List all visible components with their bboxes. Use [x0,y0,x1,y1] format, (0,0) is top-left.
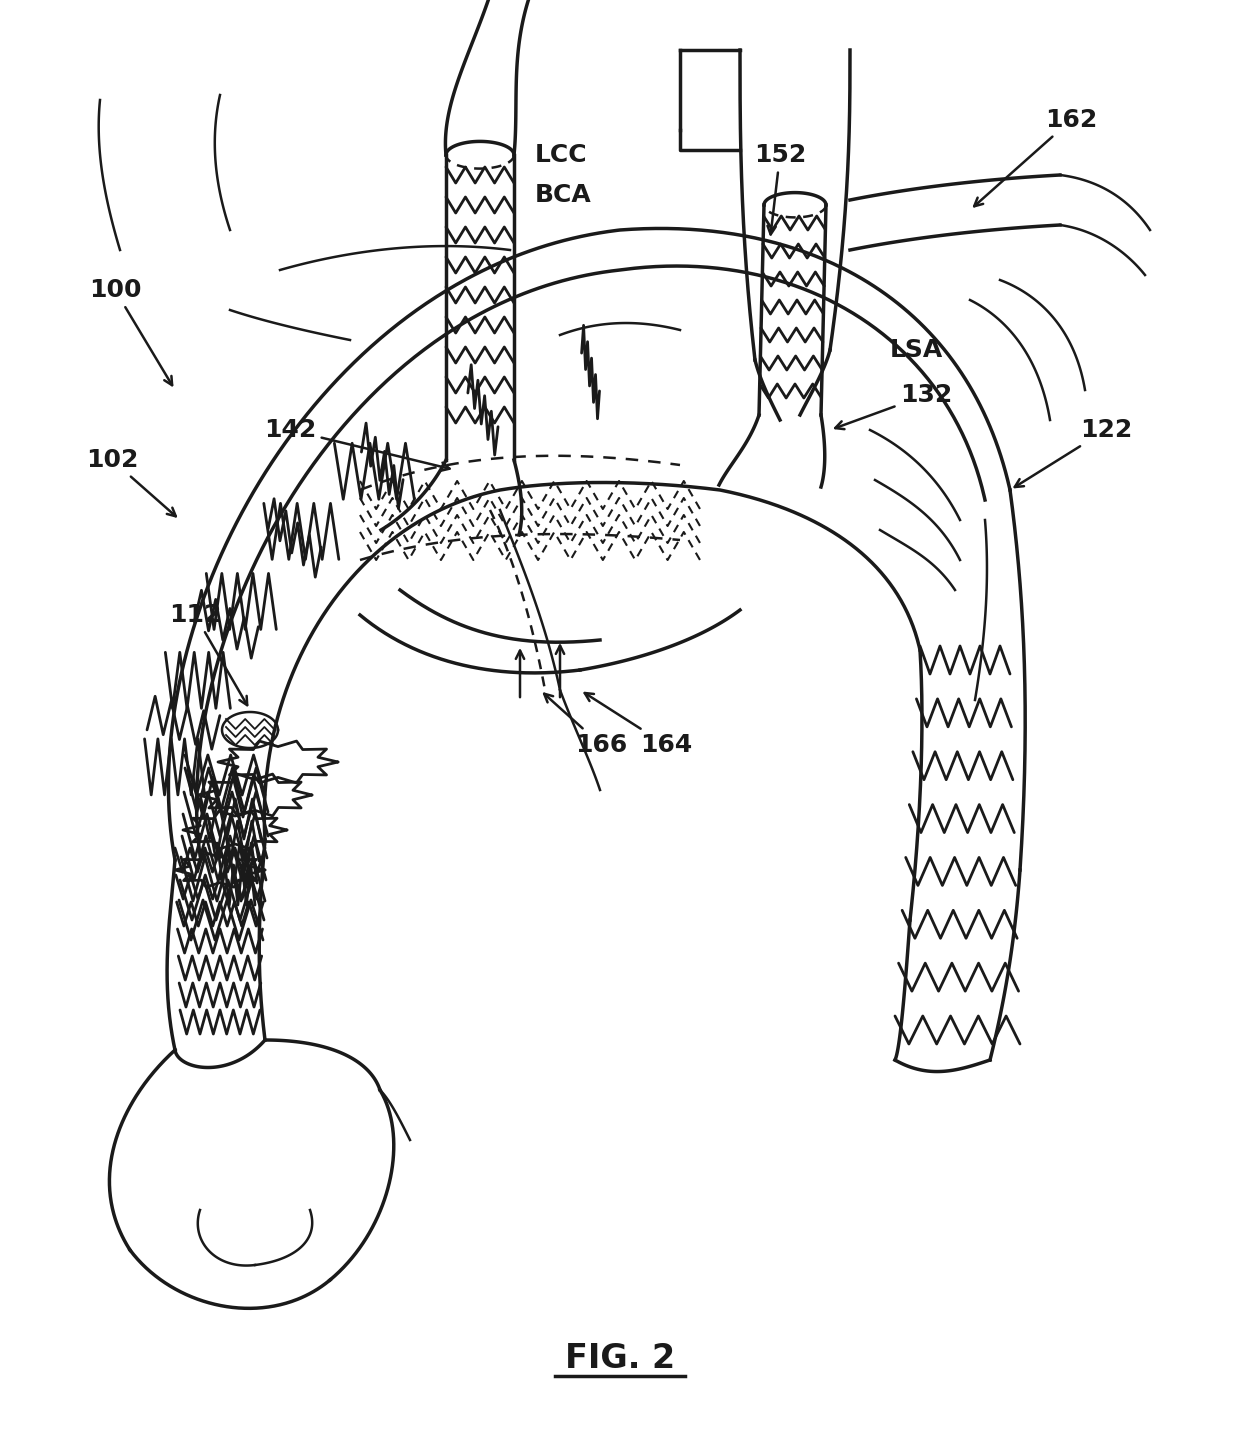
Text: 164: 164 [585,693,692,756]
Text: 142: 142 [264,418,450,470]
Text: 102: 102 [86,449,176,516]
Text: 112: 112 [169,603,247,705]
Text: 100: 100 [89,278,172,385]
Text: LCC: LCC [534,142,588,167]
Text: 152: 152 [754,142,806,234]
Text: LSA: LSA [890,338,944,362]
Text: 162: 162 [975,108,1097,206]
Text: 122: 122 [1014,418,1132,487]
Text: 166: 166 [544,693,627,756]
Text: 132: 132 [836,383,952,429]
Text: FIG. 2: FIG. 2 [565,1342,675,1375]
Text: BCA: BCA [534,183,591,207]
